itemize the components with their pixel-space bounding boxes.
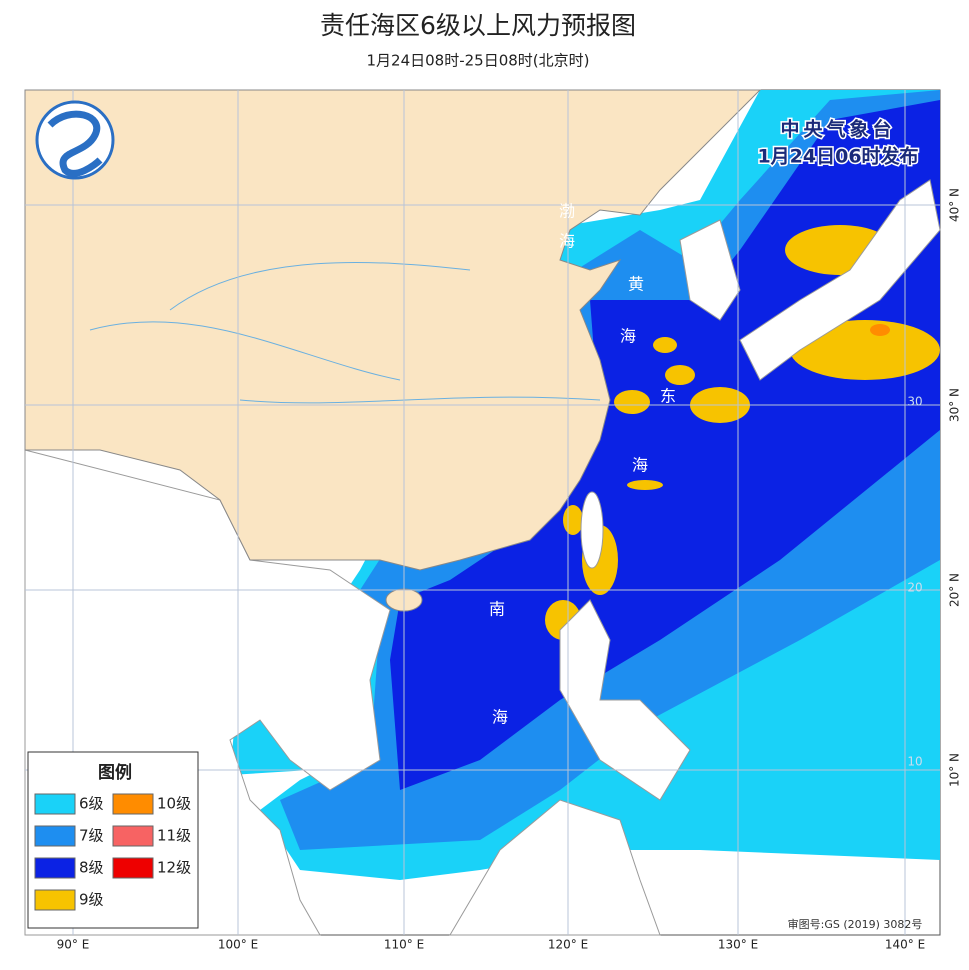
sea-label: 渤 [559, 202, 575, 221]
latitude-inner-label: 20 [907, 581, 922, 595]
legend-label: 12级 [157, 859, 191, 877]
legend-label: 8级 [79, 859, 104, 877]
legend-swatch [112, 857, 154, 879]
wind-area-9 [545, 225, 940, 640]
legend-swatch [34, 793, 76, 815]
land [580, 491, 604, 569]
map: 中央气象台 1月24日06时发布 审图号:GS (2019) 3082号 30 2… [24, 89, 941, 936]
wind-area-10 [870, 324, 890, 336]
sea-label: 南 [489, 600, 505, 619]
latitude-inner-label: 10 [907, 755, 922, 769]
latitude-label: 40° N [948, 188, 962, 222]
river [89, 261, 601, 404]
latitude-label: 20° N [948, 573, 962, 607]
land [559, 599, 691, 801]
legend-label: 6级 [79, 795, 104, 813]
sea-label: 海 [632, 456, 648, 475]
legend-swatch [112, 793, 154, 815]
legend: 图例 6级 7级 8级 9级 10级 11级 12级 [27, 751, 199, 929]
title: 责任海区6级以上风力预报图 [320, 11, 636, 40]
legend-swatch [34, 857, 76, 879]
legend-label: 9级 [79, 891, 104, 909]
legend-label: 10级 [157, 795, 191, 813]
latitude-label: 10° N [948, 753, 962, 787]
sea-label: 黄 [628, 275, 644, 294]
legend-label: 11级 [157, 827, 191, 845]
legend-swatch [34, 889, 76, 911]
legend-label: 7级 [79, 827, 104, 845]
sea-label: 海 [492, 708, 508, 727]
latitude-label: 30° N [948, 388, 962, 422]
longitude-label: 140° E [885, 938, 925, 952]
sea-label: 海 [559, 232, 575, 251]
publisher: 中央气象台 [780, 118, 895, 141]
wind-area-8 [390, 100, 940, 790]
land [679, 219, 741, 321]
sea-label: 东 [660, 387, 676, 406]
longitude-label: 130° E [718, 938, 758, 952]
legend-swatch [112, 825, 154, 847]
longitude-label: 100° E [218, 938, 258, 952]
legend-swatch [34, 825, 76, 847]
approval-number: 审图号:GS (2019) 3082号 [788, 917, 923, 931]
logo-mark [47, 110, 103, 177]
subtitle: 1月24日08时-25日08时(北京时) [366, 52, 589, 70]
publish-time: 1月24日06时发布 [757, 145, 918, 168]
sea-label: 海 [620, 327, 636, 346]
longitude-label: 90° E [57, 938, 90, 952]
latitude-inner-label: 30 [907, 395, 922, 409]
longitude-label: 110° E [384, 938, 424, 952]
legend-title: 图例 [98, 762, 132, 783]
longitude-label: 120° E [548, 938, 588, 952]
china-land [24, 89, 762, 571]
land [449, 799, 661, 936]
